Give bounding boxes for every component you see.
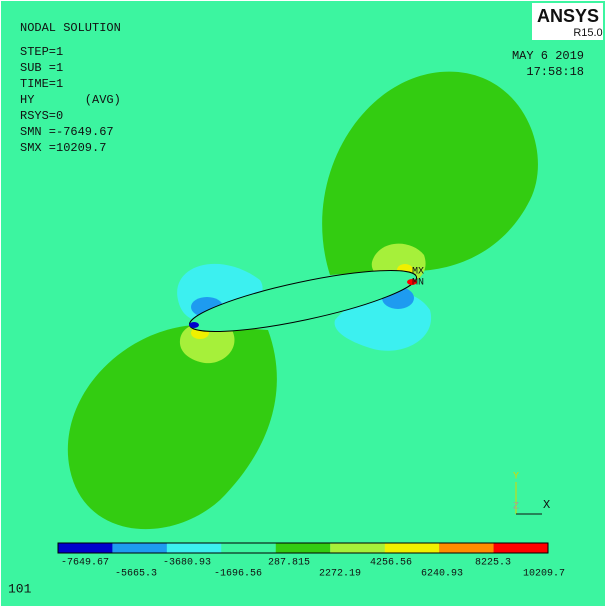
legend-band	[275, 543, 331, 553]
triad: Y Z X	[513, 472, 550, 515]
legend-label: -5665.3	[115, 569, 157, 580]
spot	[189, 322, 199, 328]
legend-label: 2272.19	[319, 569, 361, 580]
legend-label: -3680.93	[163, 558, 211, 569]
legend-band	[221, 543, 276, 553]
logo: ANSYS	[537, 6, 599, 26]
legend-band	[58, 543, 113, 553]
legend-band	[384, 543, 440, 553]
lobe	[322, 71, 538, 275]
min-marker: MN	[412, 278, 424, 289]
legend-band	[166, 543, 222, 553]
header-line: SUB =1	[20, 61, 63, 75]
header-line: TIME=1	[20, 77, 63, 91]
legend-band	[439, 543, 494, 553]
date: MAY 6 2019	[512, 49, 584, 63]
legend-band	[493, 543, 548, 553]
legend-label: 10209.7	[523, 569, 565, 580]
y-label: Y	[513, 472, 519, 483]
legend-label: 287.815	[268, 558, 310, 569]
contours	[67, 71, 538, 530]
legend-label: 4256.56	[370, 558, 412, 569]
header-line: STEP=1	[20, 45, 63, 59]
title: NODAL SOLUTION	[20, 21, 121, 35]
lobe	[67, 325, 277, 530]
legend-band	[112, 543, 167, 553]
spot	[407, 279, 417, 285]
legend-label: -7649.67	[61, 558, 109, 569]
legend-label: -1696.56	[214, 569, 262, 580]
legend: -7649.67 -5665.3 -3680.93-1696.56 287.815 22…	[57, 542, 565, 580]
time: 17:58:18	[526, 65, 584, 79]
max-marker: MX	[412, 267, 424, 278]
header-line: SMX =10209.7	[20, 141, 106, 155]
z-label: Z	[513, 502, 519, 513]
legend-frame	[57, 542, 549, 554]
header-line: HY (AVG)	[20, 93, 121, 107]
logo-box	[532, 3, 603, 40]
logo-version: R15.0	[573, 27, 602, 39]
legend-label: 8225.3	[475, 558, 511, 569]
header-line: SMN =-7649.67	[20, 125, 114, 139]
legend-label: 6240.93	[421, 569, 463, 580]
legend-band	[330, 543, 385, 553]
header: STEP=1 SUB =1 TIME=1 HY (AVG) RSYS=0 SMN =-76…	[20, 45, 121, 155]
x-label: X	[543, 498, 550, 512]
window-number: 101	[8, 581, 32, 596]
header-line: RSYS=0	[20, 109, 63, 123]
